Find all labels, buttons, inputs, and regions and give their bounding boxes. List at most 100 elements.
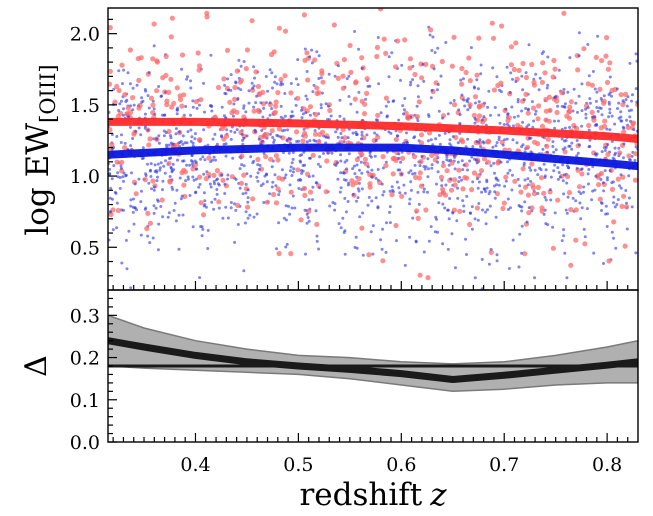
scatter-point	[152, 107, 156, 111]
scatter-point	[616, 107, 619, 110]
scatter-point	[508, 168, 512, 172]
scatter-point	[584, 116, 588, 120]
scatter-point	[434, 137, 438, 141]
scatter-point	[314, 221, 320, 227]
scatter-point	[203, 203, 207, 207]
scatter-point	[143, 112, 147, 116]
scatter-point	[178, 176, 182, 180]
scatter-point	[129, 204, 133, 208]
scatter-point	[270, 107, 274, 111]
scatter-point	[182, 193, 188, 200]
scatter-point	[579, 171, 585, 177]
scatter-point	[625, 125, 631, 131]
scatter-point	[562, 234, 566, 238]
scatter-point	[156, 248, 160, 252]
scatter-point	[458, 121, 462, 125]
scatter-point	[153, 112, 157, 116]
scatter-point	[249, 155, 253, 159]
scatter-point	[481, 208, 484, 212]
scatter-point	[397, 118, 401, 122]
scatter-point	[291, 170, 295, 174]
scatter-point	[137, 126, 141, 130]
scatter-point	[461, 77, 465, 81]
scatter-point	[168, 175, 172, 178]
scatter-point	[485, 186, 489, 190]
scatter-point	[633, 151, 638, 157]
scatter-point	[522, 98, 526, 102]
scatter-point	[557, 68, 561, 72]
scatter-point	[152, 44, 156, 48]
scatter-point	[146, 234, 150, 238]
scatter-point	[311, 198, 314, 202]
scatter-point	[451, 211, 455, 215]
scatter-point	[274, 184, 278, 188]
scatter-point	[242, 104, 246, 108]
scatter-point	[160, 94, 164, 98]
scatter-point	[610, 94, 613, 98]
scatter-point	[542, 212, 546, 216]
scatter-point	[319, 106, 323, 110]
scatter-point	[551, 57, 557, 64]
scatter-point	[628, 61, 632, 65]
scatter-point	[408, 197, 412, 201]
scatter-point	[423, 167, 427, 171]
scatter-point	[502, 123, 506, 126]
scatter-point	[493, 196, 497, 200]
scatter-point	[594, 99, 598, 103]
scatter-point	[556, 166, 560, 170]
scatter-point	[456, 196, 460, 200]
scatter-point	[232, 102, 236, 106]
scatter-point	[463, 104, 467, 108]
scatter-point	[257, 167, 261, 171]
scatter-point	[284, 218, 288, 222]
scatter-point	[529, 61, 535, 68]
scatter-point	[289, 82, 293, 85]
scatter-point	[551, 145, 555, 148]
scatter-point	[511, 138, 515, 142]
scatter-point	[229, 73, 233, 77]
scatter-point	[516, 67, 522, 73]
scatter-point	[611, 180, 615, 184]
scatter-point	[473, 116, 477, 120]
scatter-point	[324, 102, 328, 106]
scatter-point	[224, 154, 228, 158]
scatter-point	[499, 139, 505, 145]
scatter-point	[313, 129, 317, 133]
scatter-point	[353, 172, 357, 176]
scatter-point	[523, 200, 527, 204]
scatter-point	[163, 171, 167, 175]
scatter-point	[491, 145, 495, 149]
scatter-point	[625, 227, 629, 231]
scatter-point	[455, 219, 459, 223]
scatter-point	[250, 81, 254, 85]
scatter-point	[497, 138, 501, 142]
scatter-point	[595, 106, 599, 109]
scatter-point	[464, 237, 467, 241]
scatter-point	[351, 131, 355, 135]
scatter-point	[111, 197, 114, 201]
scatter-point	[430, 166, 434, 170]
scatter-point	[109, 186, 113, 190]
scatter-point	[575, 154, 579, 158]
scatter-point	[207, 175, 211, 179]
scatter-point	[572, 87, 576, 91]
scatter-point	[561, 147, 565, 151]
scatter-point	[536, 192, 540, 195]
scatter-point	[469, 187, 475, 193]
scatter-point	[175, 108, 179, 112]
scatter-point	[402, 183, 406, 187]
scatter-point	[475, 78, 479, 82]
scatter-point	[602, 189, 606, 193]
scatter-point	[503, 174, 509, 180]
scatter-point	[543, 108, 550, 114]
scatter-point	[409, 169, 413, 173]
scatter-point	[487, 262, 491, 266]
scatter-point	[443, 131, 447, 135]
scatter-point	[475, 140, 479, 144]
scatter-point	[506, 113, 510, 116]
scatter-point	[585, 207, 589, 211]
scatter-point	[298, 217, 304, 223]
scatter-point	[470, 227, 474, 231]
scatter-point	[582, 185, 586, 189]
scatter-point	[447, 217, 451, 221]
